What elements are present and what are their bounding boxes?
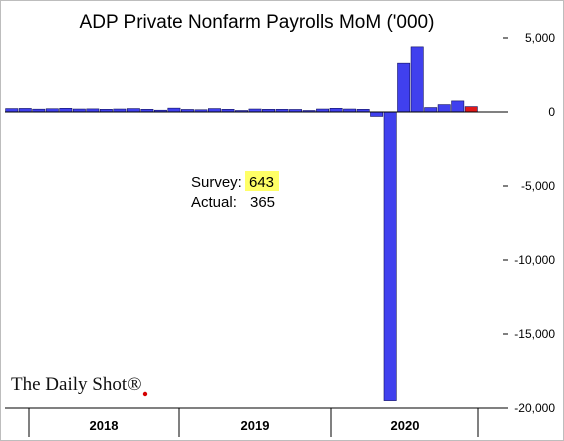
actual-value: 365 [250, 194, 275, 211]
actual-label: Actual: [191, 194, 237, 211]
bar [167, 107, 181, 113]
survey-value: 643 [249, 174, 274, 191]
x-axis: 2018 2019 2020 [5, 407, 503, 437]
bars-group [5, 46, 478, 401]
bar [451, 100, 465, 113]
chart-title: ADP Private Nonfarm Payrolls MoM ('000) [80, 12, 435, 33]
survey-actual-annotation: Survey: 643 Actual: 365 [191, 171, 279, 211]
bar [329, 108, 343, 113]
x-category-label: 2018 [90, 418, 119, 433]
bar [424, 107, 438, 113]
y-tick-label: 5,000 [525, 31, 555, 45]
y-tick-label: -10,000 [514, 253, 555, 267]
y-tick-label: 0 [548, 105, 555, 119]
daily-shot-logo: The Daily Shot® [11, 374, 148, 397]
x-category-label: 2020 [391, 418, 420, 433]
y-tick-label: -5,000 [521, 179, 555, 193]
bar [126, 108, 140, 113]
x-category-label: 2019 [241, 418, 270, 433]
bar [370, 111, 384, 117]
bar [208, 108, 221, 113]
survey-highlight [245, 171, 279, 191]
bar [397, 62, 411, 113]
bar-latest [464, 106, 478, 113]
bar [59, 108, 73, 113]
logo-dot [142, 391, 148, 397]
y-tick-label: -15,000 [514, 327, 555, 341]
logo-text: The Daily Shot® [11, 374, 142, 395]
bar [437, 104, 451, 113]
bar [18, 108, 32, 113]
survey-label: Survey: [191, 174, 242, 191]
y-tick-label: -20,000 [514, 401, 555, 415]
bar [383, 111, 397, 401]
bar [5, 108, 19, 113]
bar [410, 46, 424, 113]
y-axis: 5,000 0 -5,000 -10,000 -15,000 -20,000 [503, 31, 555, 415]
